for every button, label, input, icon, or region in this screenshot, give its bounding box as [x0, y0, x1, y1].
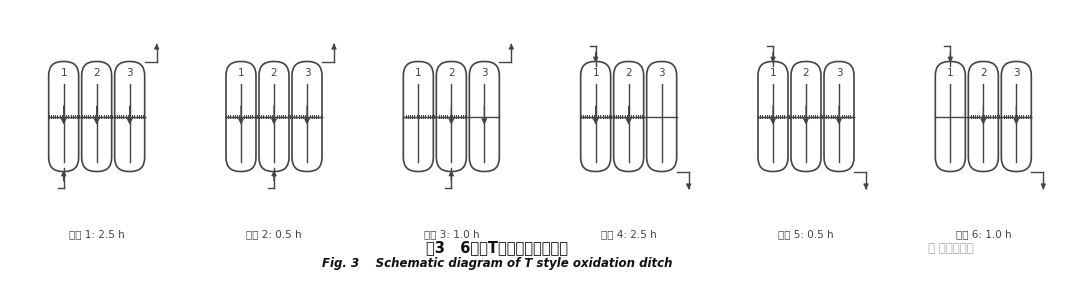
Text: 2: 2: [93, 69, 100, 78]
Text: 3: 3: [1013, 69, 1020, 78]
FancyBboxPatch shape: [647, 61, 677, 172]
FancyBboxPatch shape: [82, 61, 111, 172]
FancyBboxPatch shape: [436, 61, 467, 172]
Text: 阶段 2: 0.5 h: 阶段 2: 0.5 h: [246, 229, 301, 239]
Text: 阶段 5: 0.5 h: 阶段 5: 0.5 h: [779, 229, 834, 239]
FancyBboxPatch shape: [758, 61, 788, 172]
FancyBboxPatch shape: [791, 61, 821, 172]
FancyBboxPatch shape: [114, 61, 145, 172]
FancyBboxPatch shape: [581, 61, 610, 172]
FancyBboxPatch shape: [969, 61, 998, 172]
FancyBboxPatch shape: [259, 61, 289, 172]
Text: 2: 2: [625, 69, 632, 78]
FancyBboxPatch shape: [226, 61, 256, 172]
Text: 2: 2: [271, 69, 278, 78]
FancyBboxPatch shape: [613, 61, 644, 172]
Text: 2: 2: [980, 69, 987, 78]
FancyBboxPatch shape: [1001, 61, 1031, 172]
Text: 阶段 4: 2.5 h: 阶段 4: 2.5 h: [600, 229, 657, 239]
Text: 2: 2: [448, 69, 455, 78]
Text: 3: 3: [836, 69, 842, 78]
Text: 阶段 1: 2.5 h: 阶段 1: 2.5 h: [69, 229, 124, 239]
Text: 1: 1: [947, 69, 954, 78]
Text: 1: 1: [592, 69, 599, 78]
Text: 阶段 6: 1.0 h: 阶段 6: 1.0 h: [956, 229, 1011, 239]
Text: Fig. 3    Schematic diagram of T style oxidation ditch: Fig. 3 Schematic diagram of T style oxid…: [322, 257, 672, 271]
Text: 3: 3: [481, 69, 488, 78]
Text: 3: 3: [659, 69, 665, 78]
Text: 2: 2: [802, 69, 809, 78]
Text: 1: 1: [238, 69, 244, 78]
Text: 1: 1: [770, 69, 777, 78]
Text: 1: 1: [415, 69, 421, 78]
Text: 图3   6阶段T型氧化沟工作示意: 图3 6阶段T型氧化沟工作示意: [426, 241, 568, 255]
Text: 3: 3: [126, 69, 133, 78]
FancyBboxPatch shape: [935, 61, 966, 172]
FancyBboxPatch shape: [470, 61, 499, 172]
FancyBboxPatch shape: [292, 61, 322, 172]
Text: 🐾 环保工程师: 🐾 环保工程师: [928, 241, 973, 255]
FancyBboxPatch shape: [403, 61, 433, 172]
Text: 阶段 3: 1.0 h: 阶段 3: 1.0 h: [423, 229, 480, 239]
FancyBboxPatch shape: [49, 61, 79, 172]
Text: 1: 1: [60, 69, 67, 78]
Text: 3: 3: [303, 69, 310, 78]
FancyBboxPatch shape: [824, 61, 854, 172]
